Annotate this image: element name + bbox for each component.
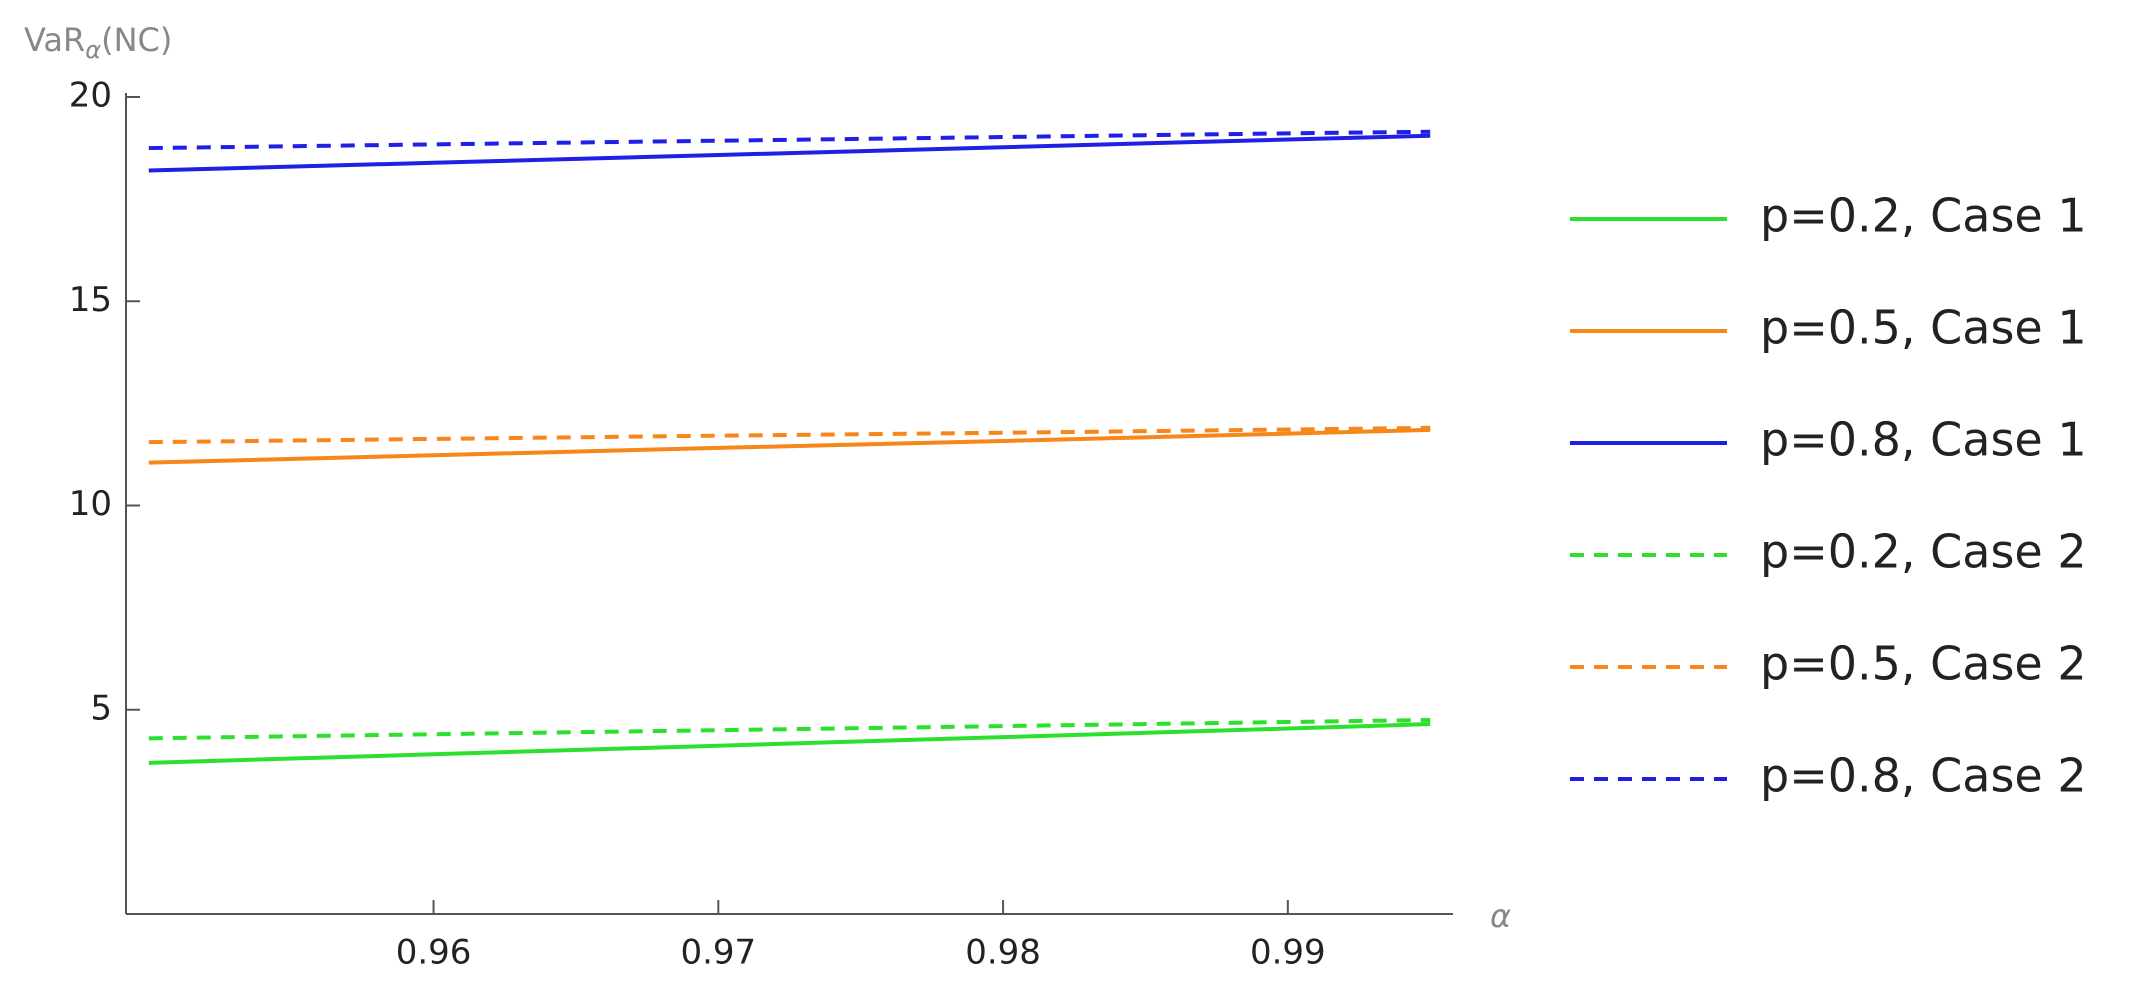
legend-label: p=0.5, Case 2 [1760,637,2087,691]
series-line [148,133,1431,173]
x-tick-label: 0.99 [1250,933,1326,973]
y-tick-label: 5 [90,688,112,728]
series-line [148,425,1431,445]
y-tick-label: 10 [69,484,112,524]
legend-label: p=0.2, Case 1 [1760,189,2087,243]
legend-label: p=0.5, Case 1 [1760,301,2087,355]
legend-label: p=0.8, Case 2 [1760,749,2087,803]
legend-label: p=0.2, Case 2 [1760,525,2087,579]
series-line [148,717,1431,741]
x-tick-label: 0.96 [396,933,472,973]
series-line [148,427,1431,465]
series-line [148,129,1431,151]
y-axis-label: VaRα(NC) [24,21,172,64]
x-tick-label: 0.98 [965,933,1041,973]
series-line [148,722,1431,765]
y-tick-label: 20 [69,76,112,116]
x-tick-label: 0.97 [680,933,756,973]
legend-label: p=0.8, Case 1 [1760,413,2087,467]
x-axis-label: α [1490,897,1511,935]
y-tick-label: 15 [69,280,112,320]
